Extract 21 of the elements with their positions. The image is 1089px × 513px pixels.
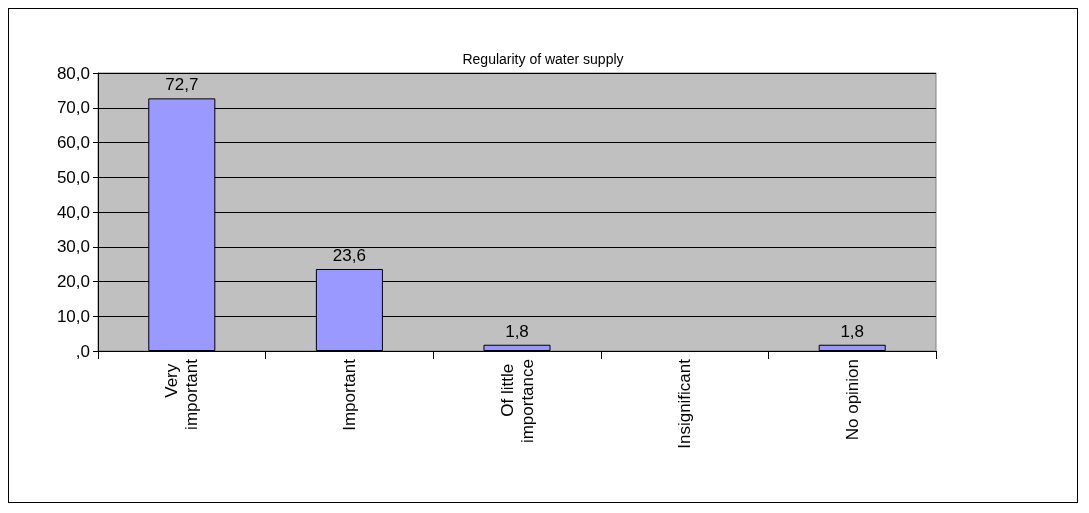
y-tick-label: 70,0 [56,98,90,118]
bar [818,344,886,351]
y-tick-label: 20,0 [56,272,90,291]
data-label: 23,6 [332,245,366,265]
x-tick-label: Important [339,358,359,431]
data-label: 1,8 [505,321,529,341]
data-label: 72,7 [165,75,199,95]
chart-title: Regularity of water supply [462,51,624,67]
y-tick-label: 80,0 [56,63,90,83]
data-label: 1,8 [840,321,865,341]
x-tick-label: No opinion [842,359,862,441]
y-tick-label: 10,0 [56,306,90,326]
x-tick-label: Insignificant [675,358,695,449]
bar [483,344,551,351]
y-tick-label: 60,0 [56,133,90,152]
x-tick-label: Of little importance [497,359,537,444]
y-tick-label: 30,0 [56,237,90,257]
y-tick-label: 40,0 [56,202,90,222]
y-tick-label: 50,0 [56,167,90,187]
y-tick-label: ,0 [75,341,90,361]
x-tick-label: Very important [162,358,202,430]
